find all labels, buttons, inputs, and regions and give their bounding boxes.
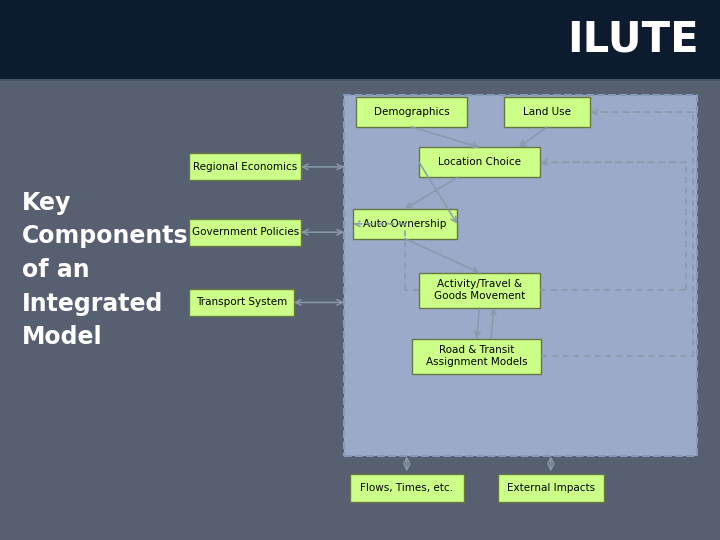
- Text: Activity/Travel &
Goods Movement: Activity/Travel & Goods Movement: [434, 280, 525, 301]
- Text: Flows, Times, etc.: Flows, Times, etc.: [360, 483, 454, 493]
- Bar: [498, 474, 604, 502]
- Bar: [189, 153, 301, 180]
- Text: Road & Transit
Assignment Models: Road & Transit Assignment Models: [426, 346, 528, 367]
- Text: Key
Components
of an
Integrated
Model: Key Components of an Integrated Model: [22, 191, 188, 349]
- Bar: [353, 209, 457, 239]
- Text: Location Choice: Location Choice: [438, 157, 521, 167]
- Bar: [189, 289, 294, 316]
- Text: Auto Ownership: Auto Ownership: [364, 219, 446, 229]
- Bar: [344, 94, 697, 456]
- Bar: [412, 339, 541, 374]
- Bar: [356, 97, 467, 127]
- Text: External Impacts: External Impacts: [507, 483, 595, 493]
- Bar: [504, 97, 590, 127]
- Text: Transport System: Transport System: [196, 298, 287, 307]
- Bar: [189, 219, 301, 246]
- Bar: [0, 0, 720, 80]
- Bar: [419, 147, 540, 177]
- Text: Regional Economics: Regional Economics: [193, 162, 297, 172]
- Bar: [419, 273, 540, 308]
- Text: Land Use: Land Use: [523, 107, 571, 117]
- Bar: [350, 474, 464, 502]
- Text: ILUTE: ILUTE: [567, 19, 698, 61]
- Text: Government Policies: Government Policies: [192, 227, 299, 237]
- Text: Demographics: Demographics: [374, 107, 449, 117]
